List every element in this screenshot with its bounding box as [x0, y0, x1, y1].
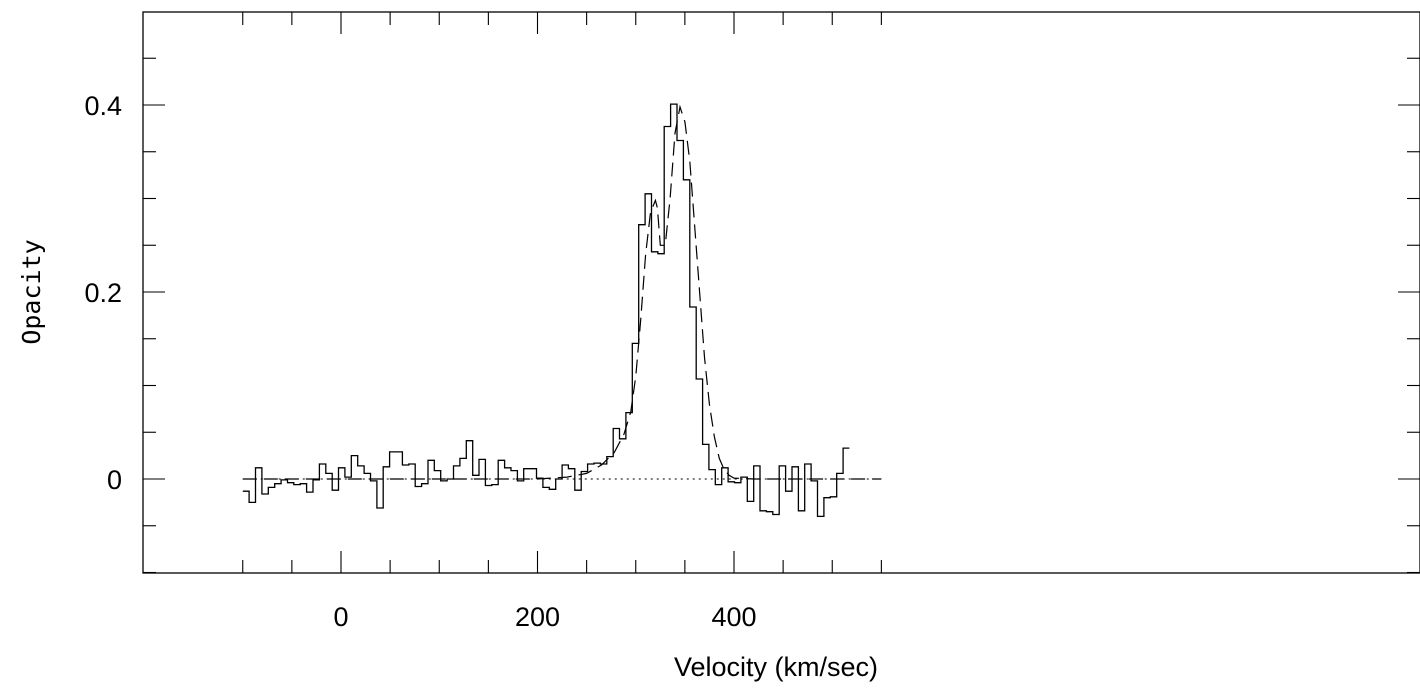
x-tick-label: 400 — [711, 602, 756, 632]
tick-labels: 0 200 400 0 0.2 0.4 — [84, 91, 756, 632]
data-series — [242, 103, 882, 518]
y-axis-title: Opacity — [17, 239, 46, 344]
y-tick-label: 0.2 — [84, 278, 122, 308]
x-tick-label: 200 — [515, 602, 560, 632]
spectrum-histogram — [242, 103, 850, 518]
y-tick-label: 0.4 — [84, 91, 122, 121]
x-tick-label: 0 — [333, 602, 348, 632]
x-axis-title: Velocity (km/sec) — [674, 652, 878, 682]
gaussian-fit-line — [242, 104, 882, 480]
y-tick-label: 0 — [107, 465, 122, 495]
plot-frame — [142, 11, 1420, 574]
axis-ticks — [143, 12, 1420, 574]
